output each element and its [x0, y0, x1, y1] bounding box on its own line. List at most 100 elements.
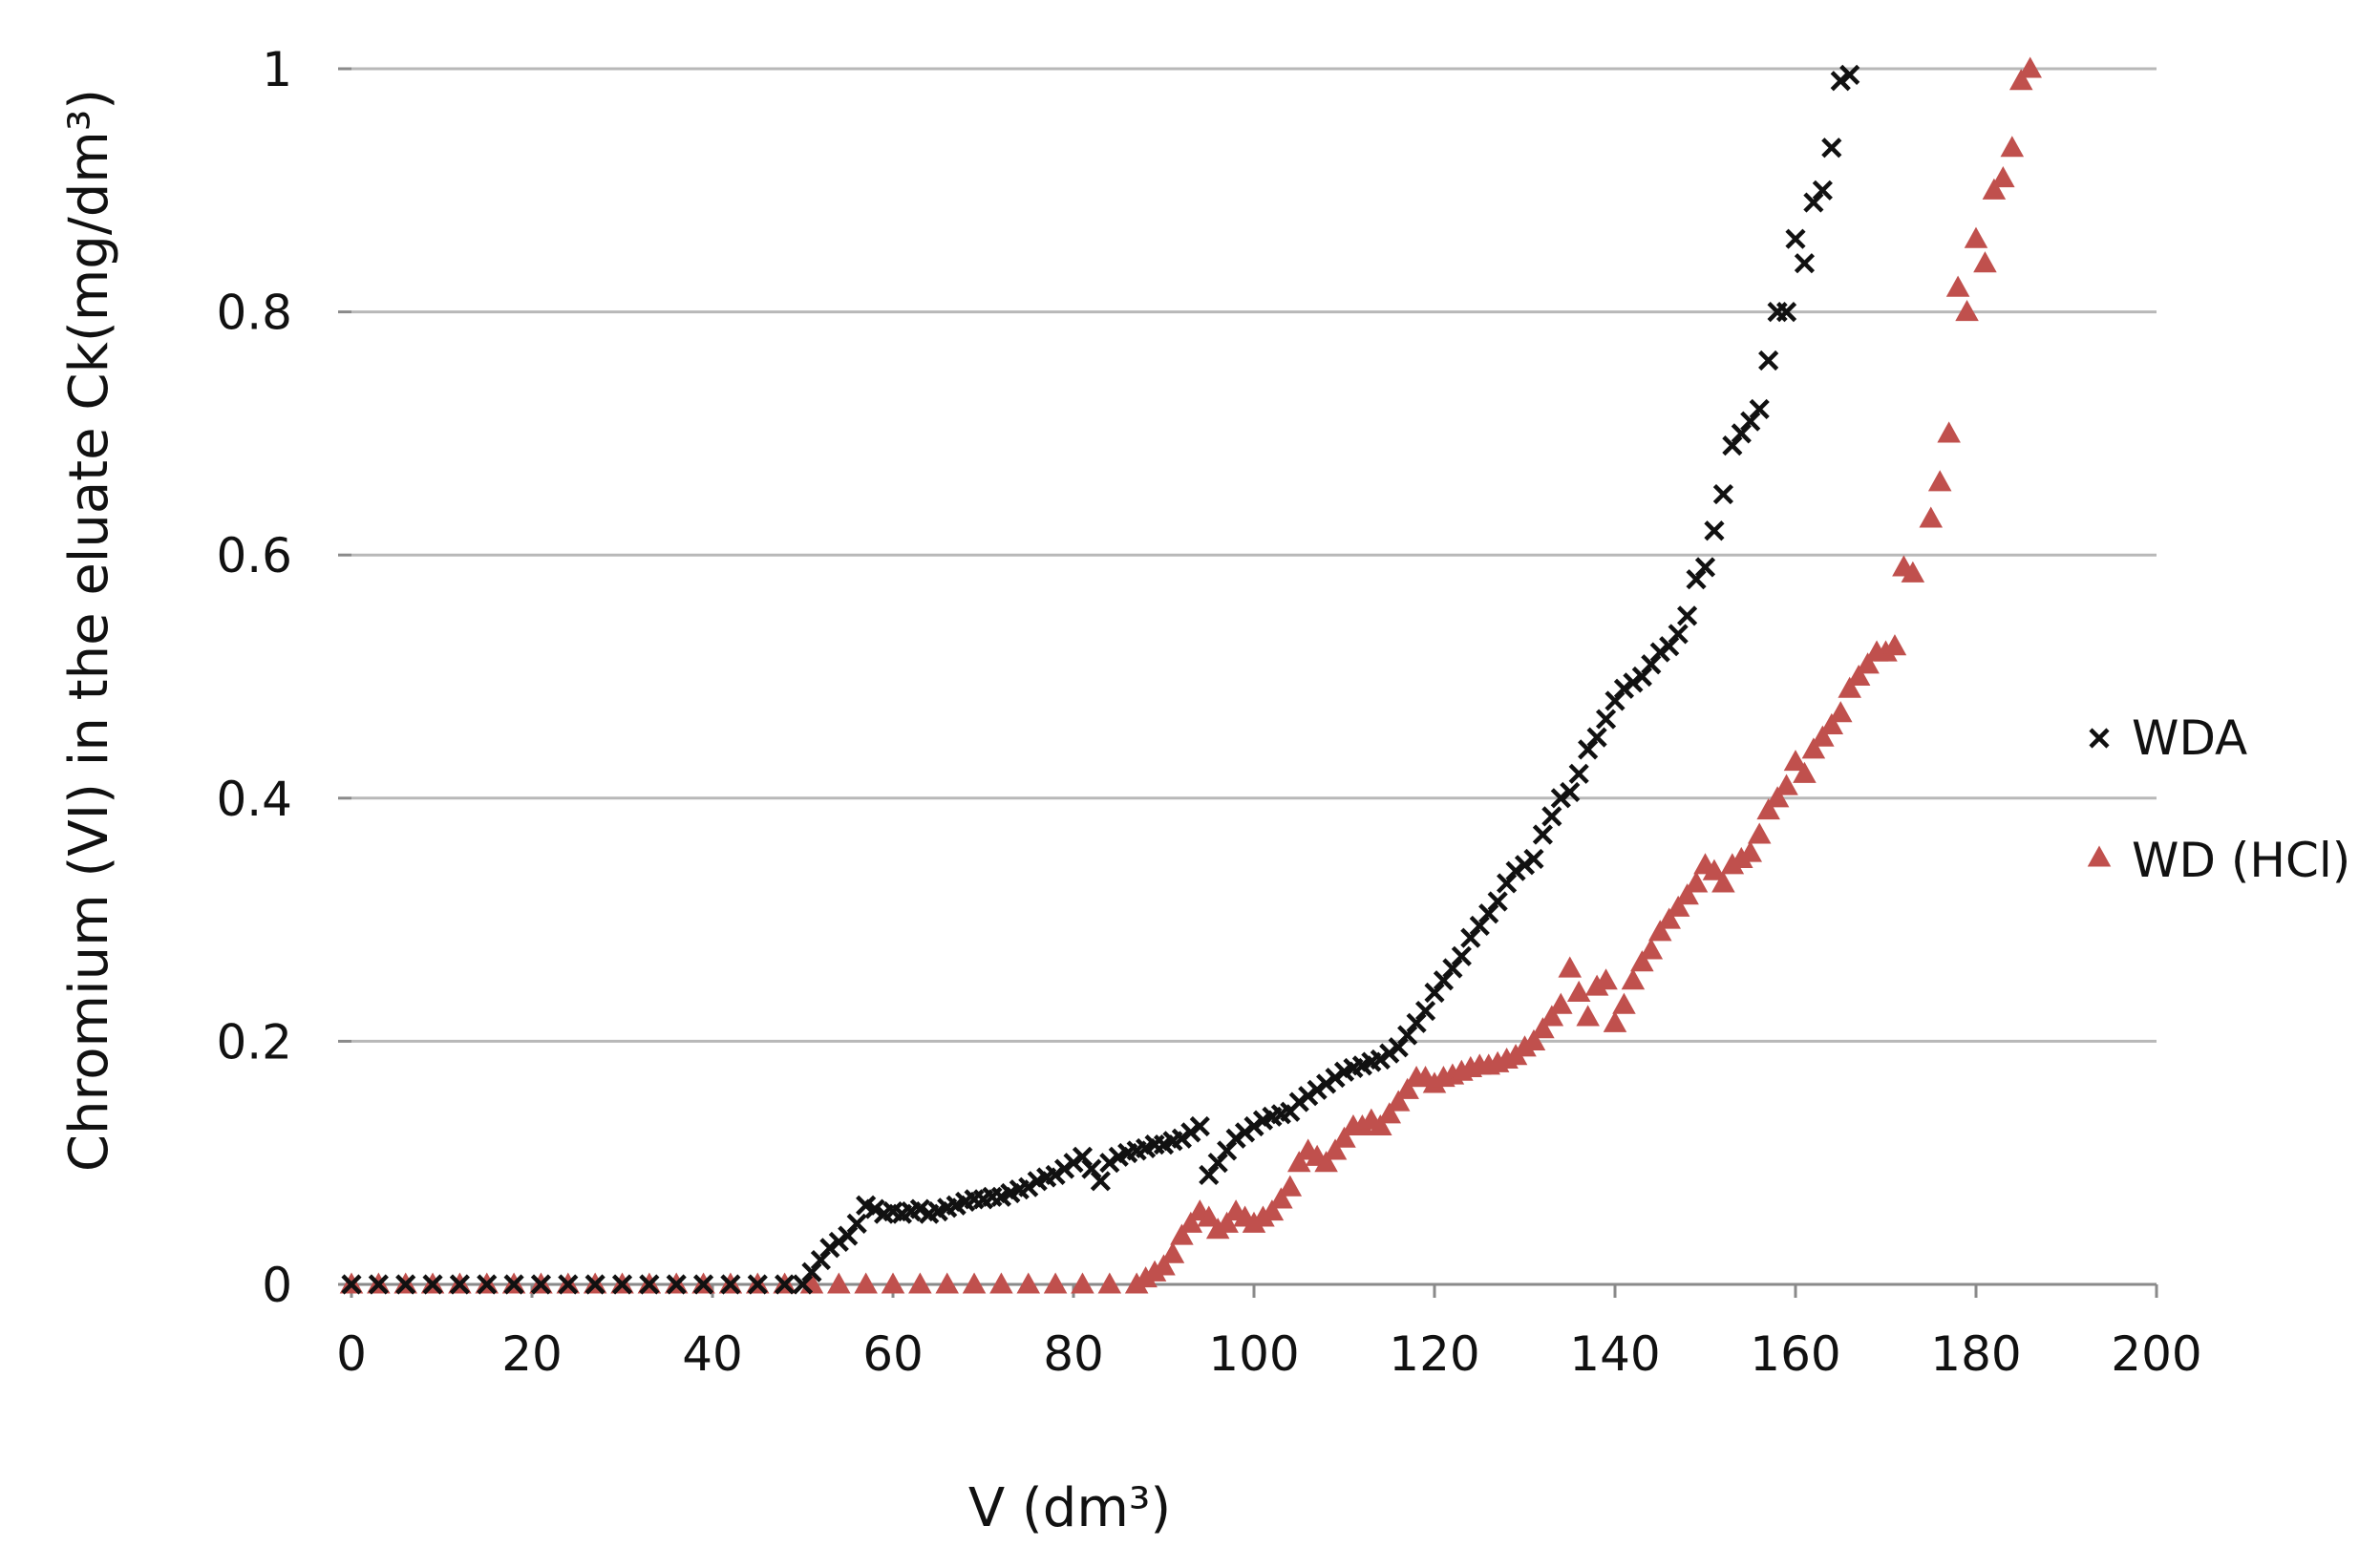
data-point-wd-hcl: [1540, 1005, 1564, 1027]
data-point-wd-hcl: [1793, 761, 1817, 783]
data-point-wda: [1442, 958, 1463, 979]
data-point-wd-hcl: [854, 1272, 878, 1294]
data-point-wda: [1414, 1000, 1436, 1022]
data-point-wda: [1775, 302, 1797, 323]
data-point-wda: [1217, 1140, 1238, 1161]
data-point-wda: [558, 1274, 579, 1295]
data-point-wda: [1821, 138, 1842, 159]
data-point-wd-hcl: [881, 1272, 905, 1294]
data-point-wd-hcl: [1684, 871, 1709, 893]
data-point-wda: [692, 1274, 714, 1295]
data-point-wda: [1794, 253, 1816, 274]
data-point-wd-hcl: [1927, 470, 1952, 492]
data-point-wd-hcl: [1639, 938, 1664, 960]
data-point-wda: [1207, 1153, 1228, 1174]
data-point-wd-hcl: [1838, 676, 1861, 698]
data-point-wd-hcl: [1675, 883, 1699, 905]
y-tick-label: 1: [262, 42, 292, 97]
data-point-wda: [1469, 915, 1490, 937]
y-tick-label: 0.6: [216, 528, 292, 583]
data-point-wd-hcl: [908, 1272, 932, 1294]
x-tick-label: 100: [1208, 1326, 1299, 1382]
data-point-wda: [1487, 891, 1508, 912]
data-point-wda: [503, 1274, 524, 1295]
data-point-wd-hcl: [1666, 895, 1690, 917]
data-point-wda: [1497, 873, 1518, 894]
data-point-wda: [1388, 1037, 1409, 1058]
data-point-wd-hcl: [1811, 725, 1835, 747]
data-point-wda: [639, 1274, 660, 1295]
data-point-wd-hcl: [1603, 1010, 1627, 1032]
data-point-wda: [747, 1274, 768, 1295]
y-axis-title: Chromium (VI) in the eluate Ck(mg/dm³): [58, 89, 120, 1172]
data-point-wda: [775, 1274, 796, 1295]
data-point-wd-hcl: [1919, 506, 1944, 528]
x-tick-label: 60: [862, 1326, 924, 1382]
data-point-wda: [449, 1274, 470, 1295]
data-point-wda: [341, 1274, 362, 1295]
data-point-wd-hcl: [1783, 750, 1808, 772]
data-point-wd-hcl: [1747, 822, 1772, 844]
data-point-wd-hcl: [1016, 1272, 1041, 1294]
legend-label-wda: WDA: [2132, 710, 2247, 766]
x-tick-label: 120: [1389, 1326, 1479, 1382]
legend-marker-wd-hcl: [2087, 845, 2112, 867]
data-point-wda: [1451, 945, 1472, 966]
x-tick-label: 140: [1569, 1326, 1660, 1382]
data-point-wd-hcl: [1801, 737, 1826, 759]
data-point-wda: [838, 1225, 859, 1246]
data-point-wda: [1081, 1158, 1102, 1179]
data-point-wda: [1722, 435, 1743, 456]
data-point-wd-hcl: [1955, 300, 1979, 322]
data-point-wda: [1090, 1171, 1111, 1192]
data-point-wd-hcl: [1043, 1272, 1068, 1294]
data-point-wda: [1631, 666, 1652, 688]
data-point-wda: [1749, 398, 1770, 420]
data-point-wda: [1677, 605, 1698, 626]
data-point-wda: [1578, 739, 1599, 760]
data-point-wd-hcl: [1558, 956, 1583, 978]
x-tick-label: 80: [1043, 1326, 1104, 1382]
data-point-wd-hcl: [1612, 992, 1636, 1014]
data-point-wda: [1803, 192, 1824, 213]
data-point-wda: [1839, 64, 1860, 85]
series-wda: [341, 64, 1860, 1295]
data-point-wd-hcl: [1647, 920, 1672, 942]
data-point-wd-hcl: [1260, 1199, 1285, 1221]
data-point-wda: [1668, 624, 1689, 645]
data-point-wda: [1523, 848, 1544, 870]
data-point-wda: [1704, 520, 1725, 541]
data-point-wda: [1424, 982, 1445, 1004]
data-point-wd-hcl: [1097, 1272, 1122, 1294]
data-point-wd-hcl: [1937, 421, 1961, 443]
data-point-wd-hcl: [1828, 701, 1853, 723]
data-point-wd-hcl: [1286, 1151, 1311, 1173]
x-tick-label: 180: [1930, 1326, 2021, 1382]
data-point-wda: [1072, 1146, 1094, 1167]
data-point-wda: [1712, 483, 1733, 505]
data-point-wda: [1586, 727, 1607, 748]
x-axis-title: V (dm³): [968, 1477, 1171, 1539]
data-point-wd-hcl: [1856, 652, 1880, 674]
data-point-wda: [368, 1274, 389, 1295]
data-point-wda: [1659, 636, 1680, 657]
data-point-wd-hcl: [1215, 1211, 1239, 1233]
data-point-wd-hcl: [1945, 275, 1970, 297]
legend-marker-wda-icon: [2089, 728, 2110, 749]
data-point-wd-hcl: [1566, 980, 1591, 1003]
legend: WDA WD (HCl): [2087, 710, 2350, 888]
data-point-wd-hcl: [1756, 797, 1780, 820]
data-point-wda: [530, 1274, 552, 1295]
data-point-wda: [584, 1274, 606, 1295]
data-point-wda: [1478, 903, 1499, 924]
data-point-wda: [1812, 180, 1833, 201]
data-point-wd-hcl: [1657, 907, 1681, 929]
data-point-wd-hcl: [1369, 1113, 1392, 1136]
data-point-wda: [1604, 690, 1626, 711]
data-point-wda: [666, 1274, 687, 1295]
legend-marker-wda: [2089, 728, 2110, 749]
y-tick-label: 0: [262, 1258, 292, 1313]
data-point-wd-hcl: [1846, 664, 1871, 687]
legend-marker-wd-hcl-icon: [2087, 845, 2112, 867]
